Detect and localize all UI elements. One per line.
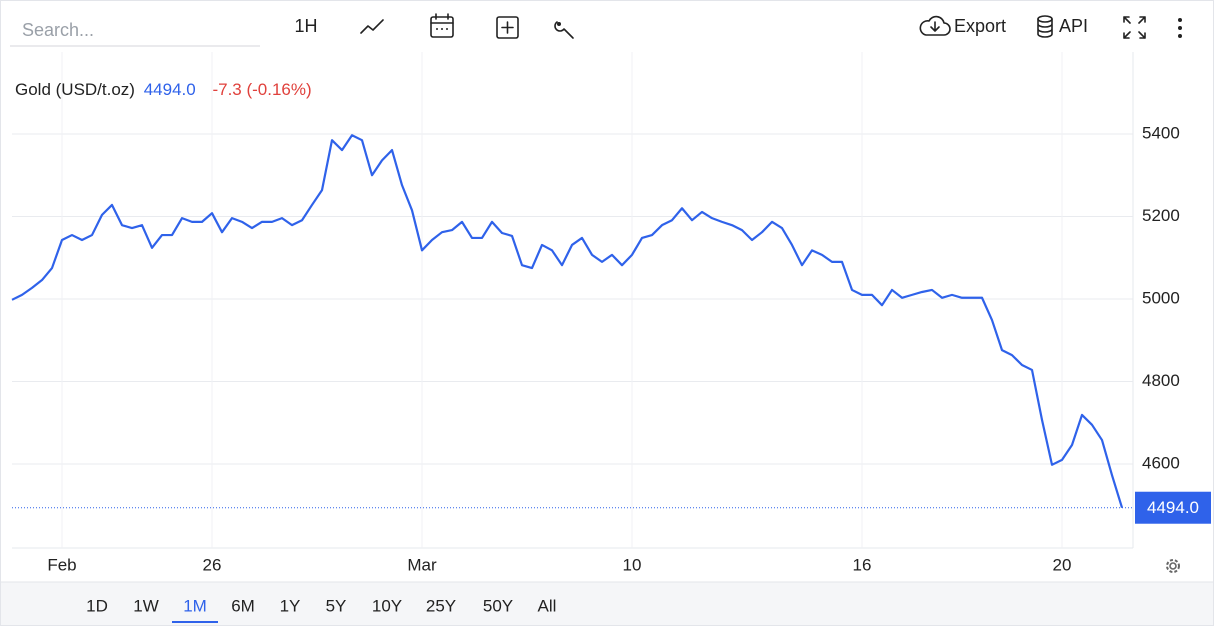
interval-button[interactable]: 1H [294,16,317,36]
price-line [11,134,1124,509]
range-button[interactable]: 10Y [372,596,402,615]
y-tick-label: 4600 [1142,453,1180,472]
settings-wrench-icon[interactable] [554,21,574,39]
range-button[interactable]: 1W [133,596,159,615]
api-button[interactable]: API [1059,16,1088,36]
y-tick-label: 5200 [1142,206,1180,225]
export-icon[interactable] [919,15,951,36]
export-button[interactable]: Export [954,16,1006,36]
range-button[interactable]: 50Y [483,596,513,615]
range-button[interactable]: All [538,596,557,615]
range-button[interactable]: 25Y [426,596,456,615]
x-tick-label: 20 [1053,555,1072,574]
legend-price: 4494.0 [144,80,196,99]
legend-change: -7.3 (-0.16%) [212,80,311,99]
grid [12,52,1133,548]
plot [11,134,1133,509]
search-box[interactable] [10,10,260,46]
calendar-icon[interactable] [430,13,454,38]
x-tick-label: 26 [203,555,222,574]
x-tick-label: Mar [407,555,437,574]
range-button[interactable]: 1Y [280,596,301,615]
fullscreen-icon[interactable] [1123,16,1146,39]
compare-icon[interactable] [496,16,519,39]
price-tag: 4494.0 [1147,498,1199,517]
y-tick-label: 5400 [1142,123,1180,142]
search-placeholder[interactable]: Search... [22,20,94,40]
legend-title: Gold (USD/t.oz) [15,80,135,99]
x-tick-label: 10 [623,555,642,574]
x-tick-label: 16 [853,555,872,574]
range-button[interactable]: 5Y [326,596,347,615]
range-button[interactable]: 6M [231,596,255,615]
range-bar [1,582,1213,625]
price-tag-box [1135,491,1211,524]
x-tick-label: Feb [47,555,76,574]
legend: Gold (USD/t.oz) 4494.0 -7.3 (-0.16%) [15,80,312,99]
axis-settings-icon[interactable] [1166,559,1180,573]
y-tick-label: 5000 [1142,288,1180,307]
chart-type-icon[interactable] [360,19,384,34]
range-button[interactable]: 1M [183,596,207,615]
api-icon[interactable] [1037,15,1053,38]
more-icon[interactable] [1178,18,1182,38]
y-tick-label: 4800 [1142,371,1180,390]
range-button[interactable]: 1D [86,596,108,615]
range-buttons: 1D 1W 1M 6M 1Y 5Y 10Y 25Y 50Y All [86,596,557,623]
